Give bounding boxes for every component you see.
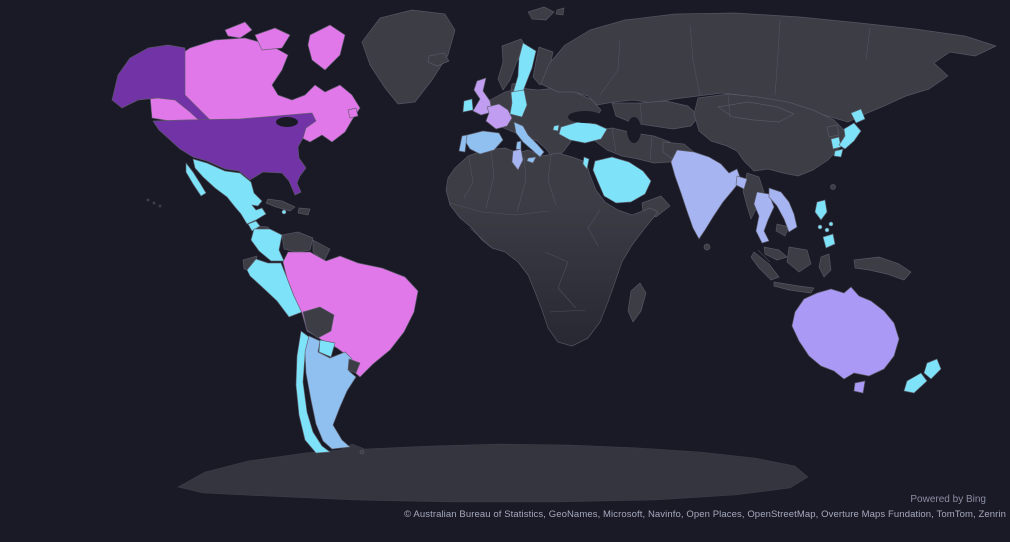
- country-france[interactable]: [485, 103, 513, 130]
- country-jamaica[interactable]: [281, 209, 287, 215]
- country-brazil[interactable]: [282, 251, 419, 378]
- country-turkey[interactable]: [552, 121, 608, 144]
- highlighted-countries: [111, 21, 942, 455]
- landmass-hispaniola: [297, 207, 311, 216]
- caspian-sea: [627, 117, 641, 143]
- landmass-falklands: [359, 449, 365, 455]
- landmass-venezuela: [281, 231, 314, 253]
- landmass-taiwan: [830, 184, 836, 190]
- country-italy[interactable]: [513, 121, 545, 164]
- country-israel[interactable]: [582, 156, 590, 170]
- black-sea: [568, 111, 602, 123]
- landmass-greenland: [361, 9, 456, 105]
- country-usa[interactable]: [111, 44, 317, 196]
- country-germany[interactable]: [509, 89, 528, 118]
- landmass-hawaii: [146, 198, 162, 208]
- inland-water: [276, 111, 641, 143]
- powered-by-bing-label: Powered by Bing: [910, 494, 986, 505]
- landmass-new-guinea: [853, 256, 912, 281]
- country-uk[interactable]: [472, 77, 493, 116]
- map-attribution: © Australian Bureau of Statistics, GeoNa…: [404, 509, 1006, 520]
- great-lakes: [276, 117, 298, 127]
- landmass-mongolia: [717, 101, 795, 123]
- landmass-madagascar: [627, 282, 647, 323]
- country-saudi-arabia[interactable]: [592, 156, 652, 204]
- country-south-korea[interactable]: [830, 136, 842, 150]
- landmass-russia: [540, 12, 997, 123]
- country-argentina[interactable]: [304, 335, 357, 450]
- country-australia[interactable]: [791, 286, 900, 394]
- landmass-java: [773, 281, 815, 294]
- country-tunisia[interactable]: [511, 148, 524, 171]
- landmass-bolivia: [302, 306, 335, 339]
- landmass-borneo: [786, 246, 812, 273]
- country-thailand[interactable]: [753, 191, 775, 244]
- country-india[interactable]: [670, 149, 742, 240]
- landmass-uruguay: [347, 358, 361, 374]
- landmass-norway: [497, 38, 527, 91]
- country-vietnam[interactable]: [768, 187, 798, 233]
- landmass-finland: [532, 46, 554, 86]
- landmass-north-korea: [826, 124, 840, 138]
- country-borders: [449, 19, 871, 313]
- landmass-sulawesi: [818, 253, 832, 278]
- country-guatemala[interactable]: [247, 220, 261, 232]
- country-bangladesh[interactable]: [735, 175, 748, 190]
- landmass-malaysia: [763, 246, 788, 261]
- country-chile[interactable]: [295, 330, 331, 454]
- landmass-cambodia: [775, 223, 790, 237]
- country-japan[interactable]: [833, 108, 866, 158]
- country-mexico[interactable]: [185, 158, 267, 225]
- landmass-sumatra: [750, 251, 780, 281]
- landmass-svalbard-east: [555, 7, 565, 16]
- unhighlighted-landmasses: [146, 6, 997, 503]
- landmass-sri-lanka: [703, 243, 711, 251]
- country-spain[interactable]: [464, 130, 504, 155]
- landmass-africa: [445, 147, 659, 347]
- landmass-cuba: [265, 198, 296, 212]
- country-new-zealand[interactable]: [903, 358, 942, 394]
- landmass-iceland: [427, 52, 450, 67]
- country-paraguay[interactable]: [318, 339, 336, 358]
- landmass-central-asia: [611, 100, 700, 130]
- landmass-myanmar: [742, 172, 765, 220]
- landmass-svalbard: [527, 6, 555, 21]
- landmass-antarctica: [177, 443, 809, 503]
- country-philippines[interactable]: [814, 199, 836, 249]
- country-ireland[interactable]: [462, 98, 474, 113]
- country-portugal[interactable]: [458, 134, 468, 153]
